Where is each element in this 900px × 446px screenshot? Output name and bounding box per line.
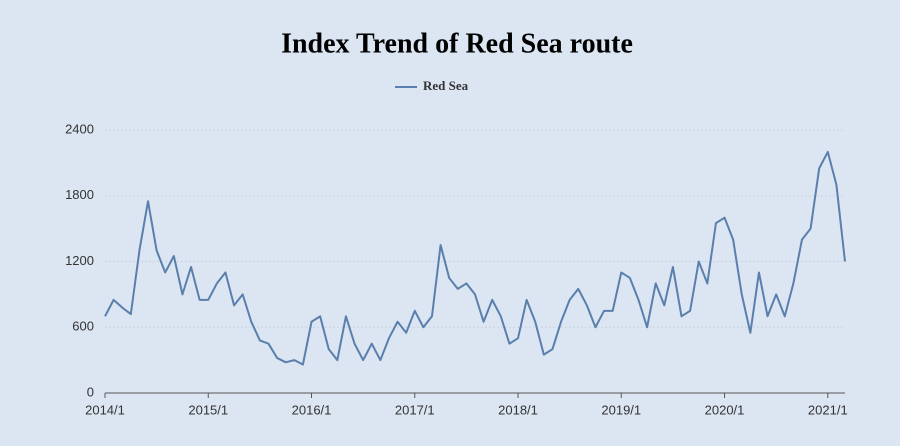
x-tick-label: 2018/1 [498,402,538,417]
data-line [104,150,846,366]
chart-title: Index Trend of Red Sea route [281,28,633,59]
y-tick-label: 0 [87,384,94,399]
y-tick-label: 600 [72,319,94,334]
x-tick-label: 2019/1 [601,402,641,417]
x-tick-label: 2014/1 [85,402,125,417]
x-tick-label: 2015/1 [188,402,228,417]
x-tick-label: 2016/1 [292,402,332,417]
x-tick-label: 2020/1 [705,402,745,417]
x-tick-label: 2021/1 [808,402,848,417]
y-tick-label: 1200 [65,253,94,268]
y-tick-label: 1800 [65,187,94,202]
x-tick-label: 2017/1 [395,402,435,417]
y-tick-label: 2400 [65,121,94,136]
legend-label: Red Sea [423,78,469,93]
